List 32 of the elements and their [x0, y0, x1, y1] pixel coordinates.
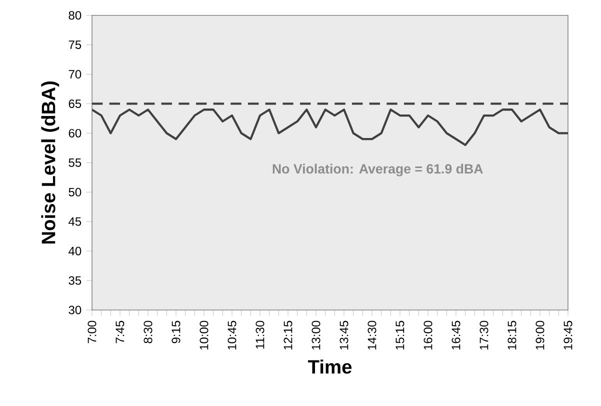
- x-tick-label: 10:00: [200, 320, 208, 350]
- x-tick-label: 9:15: [172, 320, 180, 344]
- y-tick-label: 70: [68, 70, 82, 79]
- y-tick-label: 80: [68, 11, 82, 20]
- x-tick-label: 17:30: [480, 320, 488, 350]
- x-tick-label: 14:30: [368, 320, 376, 350]
- x-tick-label: 18:15: [508, 320, 516, 350]
- x-tick-label: 15:15: [396, 320, 404, 350]
- y-tick-label: 75: [68, 40, 82, 49]
- x-tick-label: 16:00: [424, 320, 432, 350]
- x-tick-label: 13:00: [312, 320, 320, 350]
- x-tick-label: 13:45: [340, 320, 348, 350]
- x-tick-label: 16:45: [452, 320, 460, 350]
- y-tick-label: 60: [68, 128, 82, 138]
- y-tick-label: 65: [68, 99, 82, 108]
- y-axis-title: Noise Level (dBA): [41, 81, 60, 244]
- y-tick-label: 50: [68, 188, 82, 196]
- x-axis-title: Time: [308, 360, 352, 374]
- y-tick-label: 55: [68, 158, 82, 167]
- x-tick-label: 12:15: [284, 320, 292, 350]
- x-tick-label: 8:30: [144, 320, 152, 344]
- x-tick-label: 7:00: [88, 320, 96, 344]
- x-tick-label: 11:30: [256, 320, 264, 349]
- y-tick-label: 35: [68, 276, 82, 285]
- x-tick-label: 19:45: [564, 320, 572, 350]
- annotation: No Violation: Average = 61.9 dBA: [272, 164, 483, 176]
- x-tick-label: 7:45: [116, 320, 124, 344]
- x-tick-label: 19:00: [536, 320, 544, 350]
- y-tick-label: 45: [68, 217, 82, 226]
- y-tick-label: 40: [68, 246, 82, 256]
- y-tick-label: 30: [68, 306, 82, 314]
- x-tick-label: 10:45: [228, 320, 236, 350]
